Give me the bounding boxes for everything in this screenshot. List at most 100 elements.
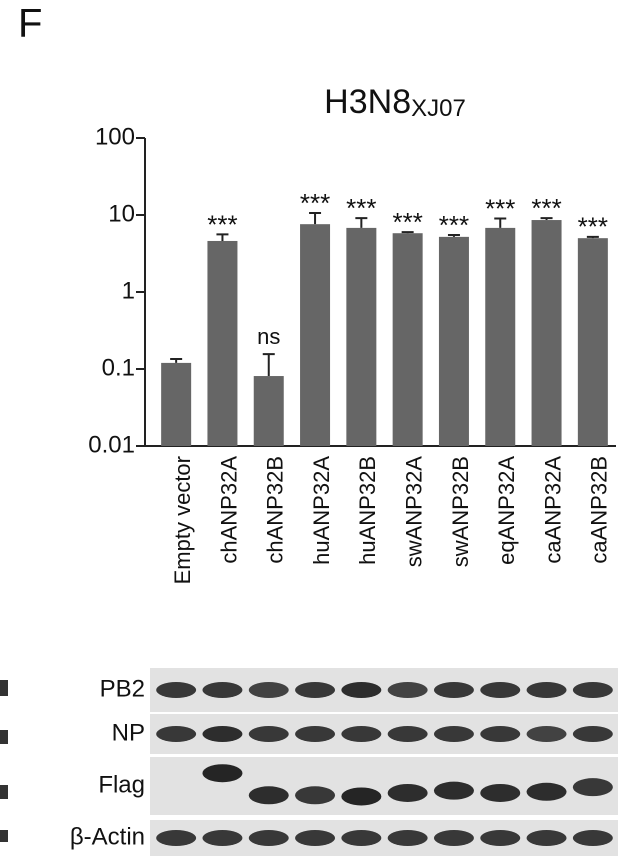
blot-band [156, 830, 197, 846]
blot-band [341, 787, 382, 806]
x-tick-label: caANP32A [540, 456, 565, 564]
title-subscript: XJ07 [411, 95, 466, 122]
blot-band [433, 781, 474, 800]
y-tick-label: 0.01 [88, 431, 135, 458]
blot-band [433, 830, 474, 846]
blot-band [480, 783, 521, 802]
blot-band [480, 830, 521, 846]
x-tick-label: chANP32B [263, 456, 288, 564]
bar [346, 227, 377, 446]
x-tick-label: swANP32B [448, 456, 473, 567]
significance-label: *** [392, 207, 422, 237]
x-tick-label: huANP32A [309, 456, 334, 565]
x-tick-label: swANP32A [401, 456, 426, 568]
fragment [0, 785, 8, 799]
x-label-group: caANP32B [587, 456, 612, 564]
y-tick-label: 1 [122, 277, 135, 304]
blot-band [387, 783, 428, 802]
blot-band [248, 726, 289, 742]
fragment [0, 680, 8, 696]
error-bar [447, 233, 460, 237]
blot-band [480, 726, 521, 742]
x-label-group: caANP32A [540, 456, 565, 564]
blot-band [433, 726, 474, 742]
blot-band [341, 726, 382, 742]
blot-band [572, 830, 613, 846]
blot-band [526, 682, 567, 698]
significance-label: *** [485, 193, 515, 223]
bar [392, 233, 423, 446]
x-tick-label: eqANP32A [494, 456, 519, 565]
blot-label: Flag [98, 771, 145, 798]
blot-band [572, 778, 613, 797]
blot-band [433, 682, 474, 698]
blot-band [387, 830, 428, 846]
significance-label: *** [439, 210, 469, 240]
bar [531, 220, 562, 446]
significance-label: *** [300, 188, 330, 218]
blot-band [295, 786, 336, 805]
title-main: H3N8 [324, 83, 411, 121]
blot-label: PB2 [100, 675, 145, 702]
error-bar [586, 235, 599, 239]
error-bar [216, 233, 229, 241]
fragment [0, 730, 8, 744]
blot-band [202, 830, 243, 846]
blot-band [526, 830, 567, 846]
blot-label: NP [112, 719, 145, 746]
error-bar [309, 212, 322, 225]
error-bar [355, 217, 368, 228]
blot-band [572, 726, 613, 742]
bar [207, 240, 238, 446]
blot-band [248, 830, 289, 846]
blot-band [295, 726, 336, 742]
blot-band [480, 682, 521, 698]
x-tick-label: Empty vector [170, 456, 195, 584]
blot-band [248, 786, 289, 805]
blot-band [156, 682, 197, 698]
blot-band [202, 726, 243, 742]
significance-label: ns [257, 324, 280, 349]
y-tick-label: 0.1 [102, 354, 135, 381]
chart-title: H3N8XJ07 [324, 83, 466, 122]
blot-band [202, 682, 243, 698]
blot-band [295, 830, 336, 846]
x-label-group: swANP32A [401, 456, 426, 568]
panel-label: F [18, 2, 42, 46]
blot-label: β-Actin [70, 823, 145, 850]
error-bar [262, 353, 275, 377]
x-label-group: chANP32A [216, 456, 241, 564]
fragment [0, 830, 8, 842]
blot-band [341, 682, 382, 698]
bar [161, 362, 192, 446]
x-tick-label: huANP32B [355, 456, 380, 565]
significance-label: *** [578, 212, 608, 242]
blot-band [526, 782, 567, 801]
blot-band [387, 726, 428, 742]
blot-band [295, 682, 336, 698]
blot-band [248, 682, 289, 698]
x-label-group: chANP32B [263, 456, 288, 564]
x-tick-label: chANP32A [216, 456, 241, 564]
error-bar [170, 357, 183, 363]
bar [438, 236, 469, 446]
x-label-group: huANP32A [309, 456, 334, 565]
left-fragments [0, 680, 8, 842]
x-label-group: Empty vector [170, 456, 195, 584]
error-bar [401, 231, 414, 234]
significance-label: *** [346, 193, 376, 223]
bar [485, 227, 516, 446]
x-label-group: swANP32B [448, 456, 473, 567]
x-label-group: eqANP32A [494, 456, 519, 565]
significance-label: *** [207, 209, 237, 239]
x-tick-label: caANP32B [587, 456, 612, 564]
blot-band [526, 726, 567, 742]
error-bar [540, 217, 553, 221]
y-tick-label: 100 [95, 123, 135, 150]
x-label-group: huANP32B [355, 456, 380, 565]
blot-band [572, 682, 613, 698]
blot-band [341, 830, 382, 846]
blot-band [202, 764, 243, 783]
error-bar [494, 217, 507, 228]
